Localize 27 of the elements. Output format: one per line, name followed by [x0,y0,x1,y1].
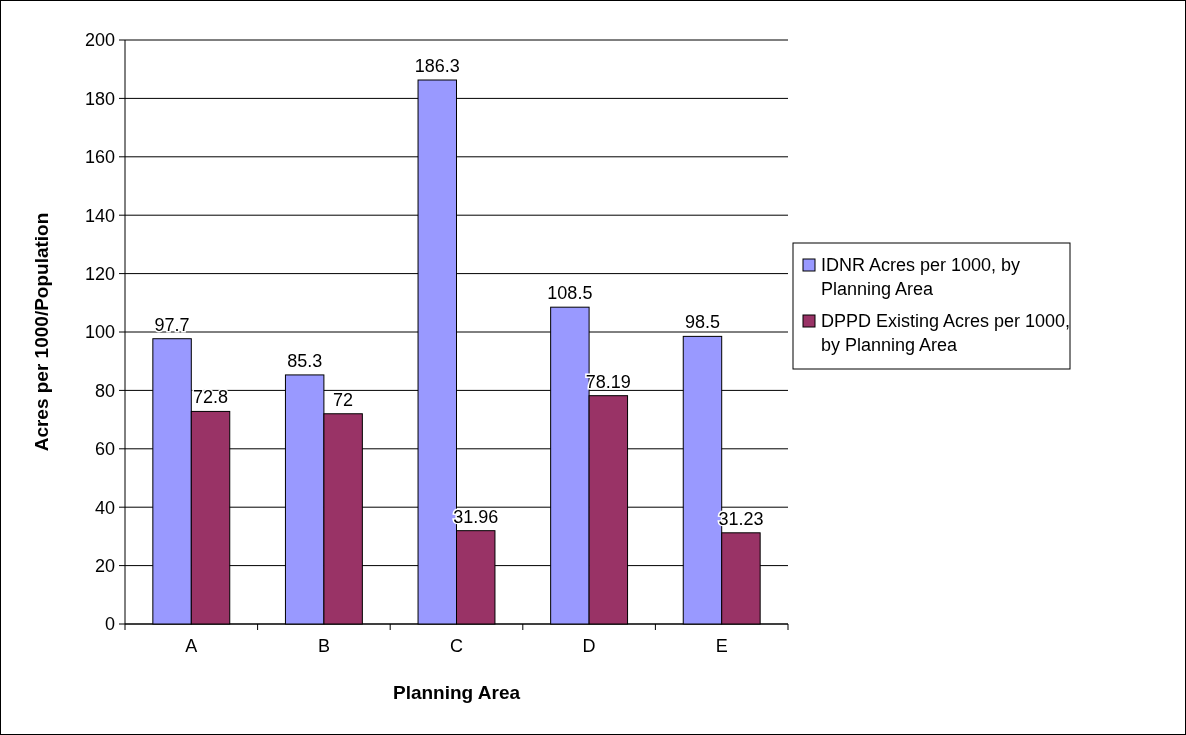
data-label: 98.5 [684,312,720,333]
y-axis-title: Acres per 1000/Population [31,212,52,452]
y-tick-label: 20 [94,555,115,576]
legend-label: DPPD Existing Acres per 1000, by Planning Area [821,311,1071,355]
x-tick-label: C [450,636,463,656]
x-tick-label: D [582,636,596,656]
data-label: 72.8 [193,387,229,408]
data-label: 97.7 [154,314,190,335]
y-tick-label: 0 [104,614,115,635]
y-tick-label: 120 [84,263,115,284]
y-tick-label: 180 [84,88,115,109]
y-tick-label: 140 [84,205,115,226]
x-tick-label: B [317,636,330,656]
x-tick-label: A [185,636,198,656]
y-tick-label: 40 [94,497,115,518]
data-label: 186.3 [414,56,460,76]
data-label: 108.5 [547,283,593,304]
data-label: 72 [333,389,354,410]
y-tick-label: 160 [84,147,115,168]
x-tick-label: E [715,636,728,656]
data-label: 85.3 [287,350,323,371]
x-axis-title: Planning Area [392,682,521,703]
y-tick-label: 200 [84,30,115,51]
legend-label: IDNR Acres per 1000, by Planning Area [821,255,1021,299]
y-tick-label: 60 [94,439,115,460]
y-tick-label: 100 [84,322,115,343]
y-tick-label: 80 [94,380,115,401]
